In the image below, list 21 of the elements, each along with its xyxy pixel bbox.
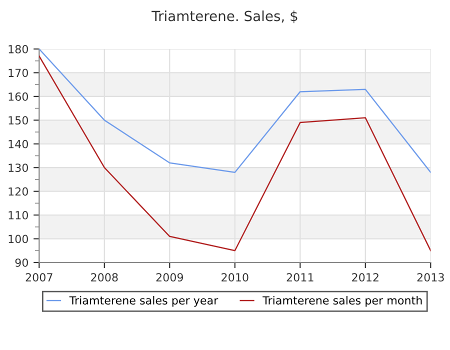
y-tick-label: 140 [8,140,28,148]
x-tick-label: 2012 [352,273,378,282]
y-tick-label: 180 [8,44,28,54]
x-tick-label: 2007 [26,273,52,282]
x-tick-label: 2008 [91,273,118,282]
chart-title: Triamterene. Sales, $ [152,10,298,24]
x-tick-label: 2009 [156,273,184,282]
x-tick-label: 2013 [417,273,444,282]
y-tick-label: 90 [15,258,28,267]
y-tick-label: 160 [8,92,28,101]
y-tick-label: 130 [8,164,28,172]
legend-label: Triamterene sales per year [69,296,218,307]
y-tick-label: 110 [8,211,28,220]
x-tick-label: 2011 [286,273,314,282]
y-tick-label: 120 [8,187,28,196]
x-tick-label: 2010 [222,273,248,282]
legend-label: Triamterene sales per month [262,296,422,307]
y-tick-label: 150 [8,116,28,125]
y-tick-label: 100 [8,234,28,244]
y-tick-label: 170 [8,68,28,78]
line-series [39,55,431,252]
